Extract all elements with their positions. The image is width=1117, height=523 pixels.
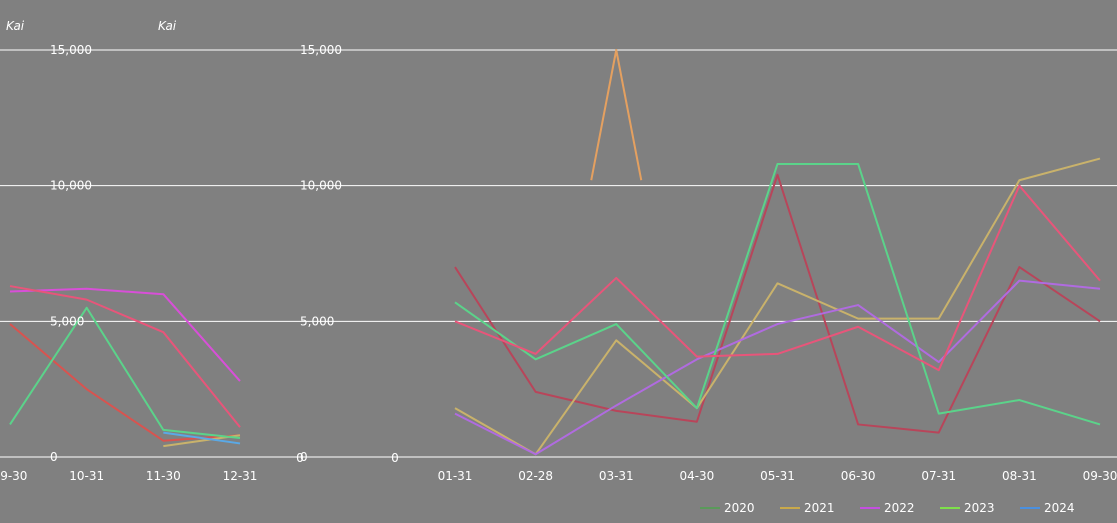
zero-label: 0 <box>296 451 304 465</box>
unit-label: Kai <box>6 19 25 33</box>
series-layer <box>9 49 1101 456</box>
x-tick-label: 09-30 <box>0 469 27 483</box>
axis-layer: Kai Kai 15,000 15,000 10,000 10,000 5,000 5,000… <box>0 19 1117 483</box>
x-tick-label: 04-30 <box>679 469 714 483</box>
y-tick-label: 0 <box>50 450 58 464</box>
series-line-unnamed <box>454 184 1101 372</box>
legend-item-2021[interactable]: 2021 <box>780 501 835 515</box>
x-tick-label: 05-31 <box>760 469 795 483</box>
series-line-2023 <box>9 306 241 440</box>
x-tick-label: 11-30 <box>146 469 181 483</box>
legend-label: 2024 <box>1044 501 1075 515</box>
x-tick-label: 02-28 <box>518 469 553 483</box>
x-tick-label: 10-31 <box>69 469 104 483</box>
grid <box>0 49 1117 458</box>
x-tick-label: 09-30 <box>1083 469 1117 483</box>
series-line-2022 <box>9 287 241 382</box>
x-tick-label: 08-31 <box>1002 469 1037 483</box>
series-line-2023 <box>454 162 1101 426</box>
series-line-2020 <box>454 173 1101 434</box>
x-tick-label: 01-31 <box>438 469 473 483</box>
legend-item-2023[interactable]: 2023 <box>940 501 995 515</box>
legend-label: 2021 <box>804 501 835 515</box>
series-line-unnamed <box>9 285 241 428</box>
legend: 2020 2021 2022 2023 2024 <box>700 501 1075 515</box>
unit-label: Kai <box>158 19 177 33</box>
y-tick-label: 10,000 <box>50 179 92 193</box>
y-tick-label: 15,000 <box>50 43 92 57</box>
y-tick-label: 10,000 <box>300 179 342 193</box>
x-tick-label: 03-31 <box>599 469 634 483</box>
legend-item-2022[interactable]: 2022 <box>860 501 915 515</box>
zero-label: 0 <box>391 451 399 465</box>
series-line-2024 <box>163 431 241 445</box>
x-tick-label: 06-30 <box>841 469 876 483</box>
legend-label: 2022 <box>884 501 915 515</box>
legend-item-2024[interactable]: 2024 <box>1020 501 1075 515</box>
y-tick-label: 5,000 <box>300 314 334 328</box>
series-line-2021 <box>454 157 1101 456</box>
series-line-2022 <box>454 279 1101 456</box>
y-tick-label: 5,000 <box>50 314 84 328</box>
legend-label: 2023 <box>964 501 995 515</box>
series-line-unnamed <box>590 49 643 181</box>
x-tick-label: 07-31 <box>921 469 956 483</box>
legend-label: 2020 <box>724 501 755 515</box>
y-tick-label: 0 <box>300 450 308 464</box>
y-tick-label: 15,000 <box>300 43 342 57</box>
legend-item-2020[interactable]: 2020 <box>700 501 755 515</box>
x-tick-label: 12-31 <box>223 469 258 483</box>
